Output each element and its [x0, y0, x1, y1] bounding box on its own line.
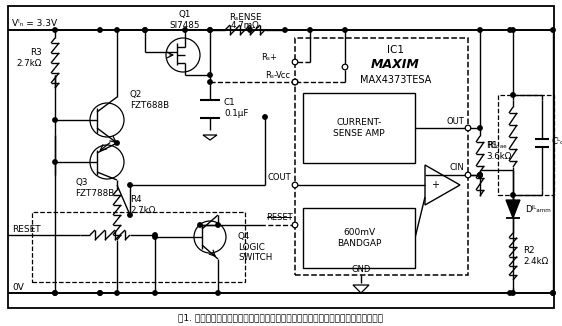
Circle shape	[283, 28, 287, 32]
Circle shape	[53, 291, 57, 295]
Circle shape	[478, 173, 482, 177]
Circle shape	[248, 28, 252, 32]
Bar	[32, 212, 245, 282]
Circle shape	[183, 28, 187, 32]
Circle shape	[208, 28, 212, 32]
Text: R1
3.6kΩ: R1 3.6kΩ	[486, 141, 511, 161]
Text: R2
2.4kΩ: R2 2.4kΩ	[523, 246, 549, 266]
Circle shape	[216, 223, 220, 227]
Circle shape	[208, 28, 212, 32]
Text: Q4
LOGIC
SWITCH: Q4 LOGIC SWITCH	[238, 232, 273, 262]
Circle shape	[478, 173, 482, 177]
Circle shape	[511, 93, 515, 97]
Bar	[303, 93, 415, 163]
Circle shape	[551, 291, 555, 295]
Circle shape	[342, 64, 348, 70]
Text: Q3
FZT788B: Q3 FZT788B	[75, 178, 114, 198]
Circle shape	[128, 183, 132, 187]
Text: IC1: IC1	[387, 45, 404, 55]
Text: 0V: 0V	[12, 283, 24, 291]
Circle shape	[98, 291, 102, 295]
Circle shape	[153, 235, 157, 239]
Circle shape	[115, 291, 119, 295]
Text: 图1. 由集成的检流放大器、锁存比较器以及基准构成的快速响应、低压过流保护电路: 图1. 由集成的检流放大器、锁存比较器以及基准构成的快速响应、低压过流保护电路	[179, 314, 383, 322]
Circle shape	[508, 28, 512, 32]
Circle shape	[53, 118, 57, 122]
Circle shape	[115, 28, 119, 32]
Circle shape	[98, 291, 102, 295]
Circle shape	[143, 28, 147, 32]
Circle shape	[292, 222, 298, 228]
Text: R4
2.7kΩ: R4 2.7kΩ	[130, 195, 155, 215]
Circle shape	[216, 291, 220, 295]
Circle shape	[465, 172, 471, 178]
Text: 600mV
BANDGAP: 600mV BANDGAP	[337, 228, 381, 248]
Text: C1
0.1µF: C1 0.1µF	[224, 98, 248, 118]
Circle shape	[511, 291, 515, 295]
Circle shape	[143, 28, 147, 32]
Circle shape	[478, 28, 482, 32]
Circle shape	[343, 28, 347, 32]
Circle shape	[511, 28, 515, 32]
Circle shape	[198, 223, 202, 227]
Bar	[303, 208, 415, 268]
Circle shape	[465, 125, 471, 131]
Circle shape	[53, 291, 57, 295]
Circle shape	[208, 80, 212, 84]
Circle shape	[511, 193, 515, 197]
Text: RESET: RESET	[12, 225, 40, 233]
Text: GND: GND	[351, 264, 371, 274]
Circle shape	[478, 173, 482, 177]
Text: Dᴶᴸₐₘₘ: Dᴶᴸₐₘₘ	[525, 205, 551, 215]
Circle shape	[292, 79, 298, 85]
Circle shape	[263, 115, 267, 119]
Text: R3
2.7kΩ: R3 2.7kΩ	[17, 48, 42, 68]
Circle shape	[478, 126, 482, 130]
Circle shape	[208, 73, 212, 77]
Polygon shape	[506, 200, 520, 218]
Text: Vᴄᴄ: Vᴄᴄ	[276, 71, 291, 81]
Circle shape	[128, 213, 132, 217]
Bar	[498, 95, 554, 195]
Text: MAX4373TESA: MAX4373TESA	[360, 75, 431, 85]
Text: Vᴵₙ = 3.3V: Vᴵₙ = 3.3V	[12, 20, 57, 28]
Circle shape	[308, 28, 312, 32]
Circle shape	[292, 59, 298, 65]
Text: CURRENT-
SENSE AMP: CURRENT- SENSE AMP	[333, 118, 385, 138]
Text: Q1
SI7485: Q1 SI7485	[170, 10, 200, 30]
Circle shape	[98, 28, 102, 32]
Circle shape	[53, 160, 57, 164]
Text: +: +	[431, 180, 439, 190]
Text: MAXIM: MAXIM	[371, 58, 420, 71]
Circle shape	[551, 291, 555, 295]
Circle shape	[551, 28, 555, 32]
Bar	[295, 38, 468, 275]
Text: Q2
FZT688B: Q2 FZT688B	[130, 90, 169, 110]
Text: Rₛ+: Rₛ+	[261, 52, 277, 62]
Circle shape	[153, 291, 157, 295]
Text: COUT: COUT	[268, 173, 291, 183]
Text: Rᴸₒₐₑ: Rᴸₒₐₑ	[487, 141, 507, 150]
Circle shape	[292, 79, 298, 85]
Circle shape	[153, 233, 157, 237]
Text: Rₛ-: Rₛ-	[265, 71, 277, 81]
Text: Cᴸₒₐₑ: Cᴸₒₐₑ	[552, 137, 562, 145]
Circle shape	[508, 291, 512, 295]
Text: RₛENSE: RₛENSE	[229, 13, 261, 22]
Text: 4.7mΩ: 4.7mΩ	[230, 21, 260, 29]
Circle shape	[53, 28, 57, 32]
Circle shape	[292, 182, 298, 188]
Circle shape	[115, 141, 119, 145]
Text: RESET: RESET	[266, 213, 292, 221]
Text: OUT: OUT	[446, 116, 464, 126]
Text: CIN: CIN	[449, 164, 464, 172]
